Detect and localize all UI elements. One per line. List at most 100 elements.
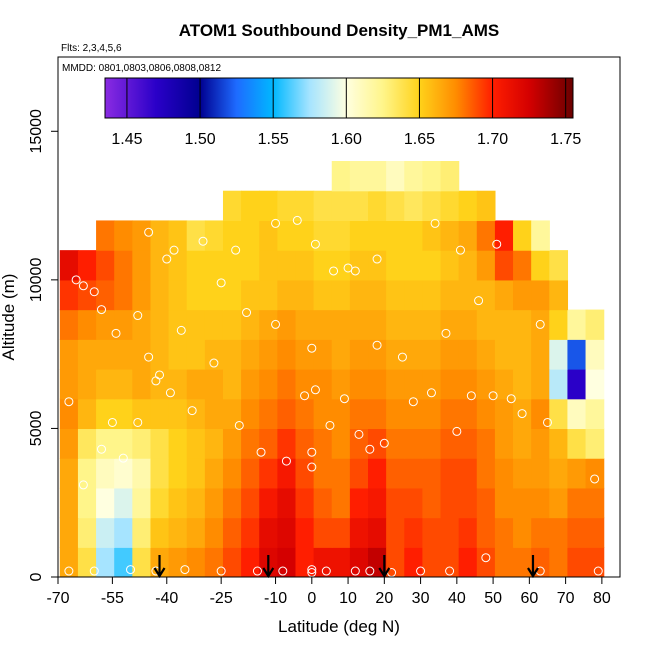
heatmap-cell xyxy=(277,190,297,222)
heatmap-cell xyxy=(114,517,133,548)
sample-point xyxy=(397,352,407,362)
heatmap-cell xyxy=(531,279,550,311)
arrow-head xyxy=(153,567,166,579)
sample-point xyxy=(593,566,603,576)
heatmap-cell xyxy=(96,339,115,370)
heatmap-cell xyxy=(476,250,496,281)
sample-point xyxy=(133,417,143,427)
sample-point xyxy=(307,447,317,457)
heatmap-cell xyxy=(349,339,369,370)
heatmap-cell xyxy=(567,398,587,430)
heatmap-cell xyxy=(96,220,115,251)
heatmap-cell xyxy=(513,220,532,251)
heatmap-cell xyxy=(204,250,224,281)
y-tick-label: 10000 xyxy=(28,258,45,303)
heatmap-cell xyxy=(114,398,133,430)
heatmap-cell xyxy=(567,547,587,577)
x-tick-label: 80 xyxy=(593,590,611,607)
sample-point xyxy=(78,281,88,291)
heatmap-cell xyxy=(458,428,478,459)
heatmap-cell xyxy=(186,250,206,281)
heatmap-cell xyxy=(114,250,133,281)
heatmap-cell xyxy=(277,398,297,430)
heatmap-cell xyxy=(386,339,405,370)
heatmap-cell xyxy=(259,339,278,370)
heatmap-cell xyxy=(349,309,369,340)
heatmap-cell xyxy=(277,458,297,489)
heatmap-cell xyxy=(331,220,351,251)
colorbar-tick-label: 1.45 xyxy=(111,131,142,148)
heatmap-cell xyxy=(59,398,79,430)
heatmap-cell xyxy=(277,428,297,459)
heatmap-cell xyxy=(440,547,460,577)
heatmap-cell xyxy=(186,458,206,489)
heatmap-cell xyxy=(404,279,423,311)
sample-point xyxy=(107,417,117,427)
heatmap-cell xyxy=(422,487,442,519)
x-tick-label: -55 xyxy=(101,590,124,607)
sample-point xyxy=(278,566,288,576)
heatmap-cell xyxy=(422,309,442,340)
heatmap-cell xyxy=(458,279,478,311)
heatmap-cell xyxy=(295,309,315,340)
heatmap-cell xyxy=(440,487,460,519)
heatmap-cell xyxy=(204,220,224,251)
heatmap-cell xyxy=(440,398,460,430)
heatmap-cell xyxy=(77,250,97,281)
heatmap-cell xyxy=(222,250,242,281)
heatmap-cell xyxy=(132,547,152,577)
heatmap-cell xyxy=(241,517,260,548)
heatmap-cell xyxy=(114,458,133,489)
heatmap-cell xyxy=(422,517,442,548)
heatmap-cell xyxy=(440,161,460,192)
heatmap-cell xyxy=(567,428,587,459)
heatmap-cell xyxy=(331,339,351,370)
heatmap-cell xyxy=(186,279,206,311)
heatmap-cell xyxy=(204,309,224,340)
sample-point xyxy=(242,308,252,318)
heatmap-cell xyxy=(549,458,569,489)
y-axis-label: Altitude (m) xyxy=(0,274,18,361)
colorbar: 1.45 1.50 1.55 1.60 1.65 1.70 1.75 xyxy=(104,77,581,148)
sample-point xyxy=(535,319,545,329)
heatmap-cell xyxy=(132,398,152,430)
sample-point xyxy=(209,358,219,368)
heatmap-cell xyxy=(222,458,242,489)
sample-point xyxy=(474,296,484,306)
heatmap-cell xyxy=(313,487,333,519)
heatmap-cell xyxy=(494,250,514,281)
heatmap-cell xyxy=(531,398,550,430)
heatmap-cell xyxy=(132,487,152,519)
heatmap-cell xyxy=(386,309,405,340)
heatmap-cell xyxy=(132,250,152,281)
heatmap-cell xyxy=(404,428,423,459)
sample-point xyxy=(78,480,88,490)
heatmap-cell xyxy=(222,190,242,222)
heatmap-cell xyxy=(386,190,405,222)
sample-point xyxy=(231,245,241,255)
heatmap-cell xyxy=(368,279,387,311)
heatmap-cell xyxy=(404,190,423,222)
heatmap-cell xyxy=(386,458,405,489)
heatmap-cell xyxy=(404,161,423,192)
heatmap-cell xyxy=(567,517,587,548)
heatmap-cell xyxy=(440,309,460,340)
x-axis: -70 -55 -40 -25 -10 0 10 20 30 40 50 60 70 80 xyxy=(46,577,611,607)
sample-point xyxy=(216,278,226,288)
heatmap-cell xyxy=(259,250,278,281)
sample-point xyxy=(416,566,426,576)
heatmap-cell xyxy=(349,428,369,459)
heatmap-cell xyxy=(476,517,496,548)
heatmap-cell xyxy=(458,190,478,222)
heatmap-cell xyxy=(531,250,550,281)
sample-point xyxy=(365,566,375,576)
heatmap-cell xyxy=(368,339,387,370)
heatmap-cell xyxy=(476,428,496,459)
heatmap-cell xyxy=(513,339,532,370)
heatmap-cell xyxy=(531,339,550,370)
sample-point xyxy=(372,340,382,350)
heatmap-cell xyxy=(168,279,188,311)
sample-point xyxy=(354,429,364,439)
heatmap-cell xyxy=(440,339,460,370)
heatmap-cell xyxy=(168,428,188,459)
